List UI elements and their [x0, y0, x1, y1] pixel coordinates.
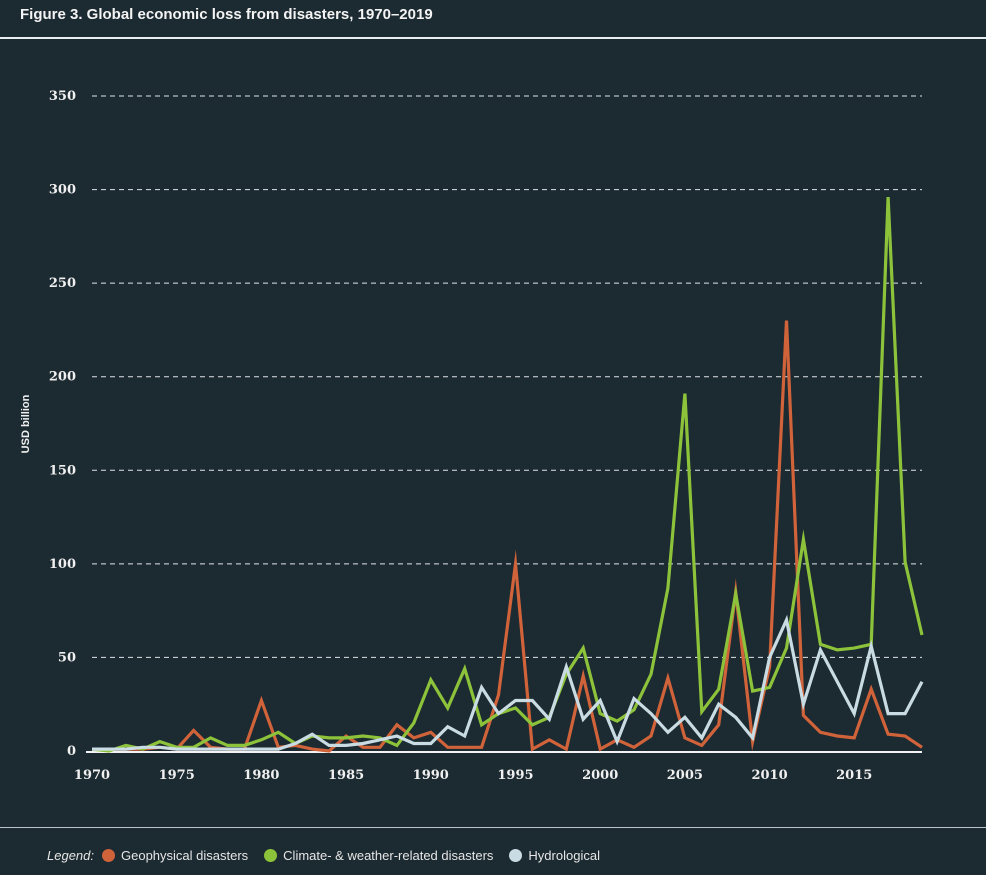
- legend-text-climate: Climate- & weather-related disasters: [283, 848, 494, 863]
- y-tick-label: 150: [49, 463, 76, 478]
- x-tick-label: 1980: [243, 768, 279, 783]
- legend-swatch-geophysical: [102, 849, 115, 862]
- legend-text-geophysical: Geophysical disasters: [121, 848, 249, 863]
- legend-item-hydrological: Hydrological: [509, 848, 600, 863]
- x-axis-ticks: 1970 1975 1980 1985 1990 1995 2000 2005 2010 2015: [74, 768, 872, 783]
- bottom-divider: [0, 827, 986, 828]
- y-axis-ticks: 0 50 100 150 200 250 300 350: [49, 89, 76, 759]
- x-tick-label: 1995: [497, 768, 533, 783]
- y-tick-label: 200: [49, 370, 76, 385]
- figure-title: Figure 3. Global economic loss from disa…: [20, 6, 433, 23]
- x-tick-label: 2000: [582, 768, 618, 783]
- top-divider: [0, 37, 986, 39]
- series-line-geophysical: [92, 320, 923, 753]
- y-tick-label: 250: [49, 276, 76, 291]
- legend-label: Legend:: [47, 848, 94, 863]
- x-tick-label: 2010: [751, 768, 787, 783]
- gridlines: [92, 95, 922, 658]
- legend-item-geophysical: Geophysical disasters: [102, 848, 248, 863]
- series-lines: [91, 197, 924, 753]
- legend-text-hydrological: Hydrological: [528, 848, 600, 863]
- legend-swatch-climate: [264, 849, 278, 862]
- x-tick-label: 1985: [328, 768, 364, 783]
- legend: Legend: Geophysical disasters Climate- &…: [47, 848, 616, 863]
- y-axis-label: USD billion: [20, 394, 32, 453]
- x-tick-label: 1990: [413, 768, 449, 783]
- y-tick-label: 350: [49, 89, 76, 104]
- y-tick-label: 100: [49, 557, 76, 572]
- legend-swatch-hydrological: [509, 849, 523, 862]
- series-line-hydrological: [92, 614, 924, 751]
- y-tick-label: 0: [67, 744, 76, 759]
- x-tick-label: 1975: [159, 768, 195, 783]
- y-tick-label: 50: [58, 650, 76, 665]
- y-tick-label: 300: [49, 183, 76, 198]
- x-tick-label: 2015: [836, 768, 872, 783]
- series-line-climate: [91, 197, 924, 753]
- x-tick-label: 1970: [74, 768, 110, 783]
- x-tick-label: 2005: [667, 768, 703, 783]
- legend-item-climate: Climate- & weather-related disasters: [264, 848, 493, 863]
